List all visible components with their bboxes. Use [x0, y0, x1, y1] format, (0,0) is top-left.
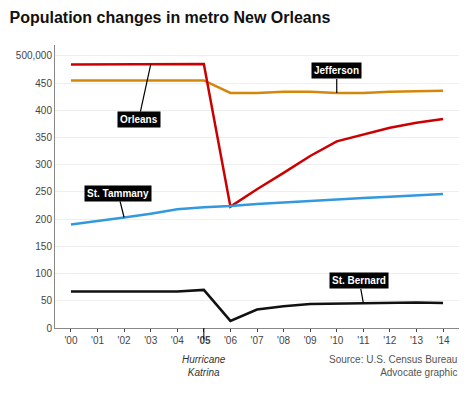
svg-text:'07: '07	[250, 335, 263, 346]
svg-text:'10: '10	[330, 335, 343, 346]
svg-text:Source: U.S. Census BureauAdvo: Source: U.S. Census BureauAdvocate graph…	[329, 354, 457, 378]
svg-text:'09: '09	[304, 335, 317, 346]
svg-text:HurricaneKatrina: HurricaneKatrina	[182, 354, 226, 378]
svg-text:'04: '04	[171, 335, 184, 346]
svg-text:150: 150	[35, 241, 52, 252]
svg-text:'06: '06	[224, 335, 237, 346]
svg-text:'11: '11	[357, 335, 370, 346]
svg-text:200: 200	[35, 214, 52, 225]
svg-text:'02: '02	[118, 335, 131, 346]
svg-text:50: 50	[41, 295, 53, 306]
svg-text:'03: '03	[144, 335, 157, 346]
svg-text:'00: '00	[64, 335, 77, 346]
svg-text:'05: '05	[197, 335, 211, 346]
svg-text:'13: '13	[410, 335, 423, 346]
svg-text:500,000: 500,000	[16, 50, 53, 61]
svg-text:Population changes in metro Ne: Population changes in metro New Orleans	[9, 9, 330, 26]
svg-text:'01: '01	[91, 335, 104, 346]
svg-text:St. Bernard: St. Bernard	[332, 275, 386, 286]
svg-text:400: 400	[35, 105, 52, 116]
svg-text:0: 0	[46, 323, 52, 334]
svg-text:Jefferson: Jefferson	[314, 65, 359, 76]
svg-text:'08: '08	[277, 335, 290, 346]
svg-text:'12: '12	[383, 335, 396, 346]
svg-text:250: 250	[35, 186, 52, 197]
svg-text:100: 100	[35, 268, 52, 279]
svg-text:Orleans: Orleans	[120, 114, 158, 125]
svg-text:350: 350	[35, 132, 52, 143]
svg-text:450: 450	[35, 78, 52, 89]
svg-text:St. Tammany: St. Tammany	[87, 188, 149, 199]
svg-text:'14: '14	[437, 335, 450, 346]
svg-text:300: 300	[35, 159, 52, 170]
